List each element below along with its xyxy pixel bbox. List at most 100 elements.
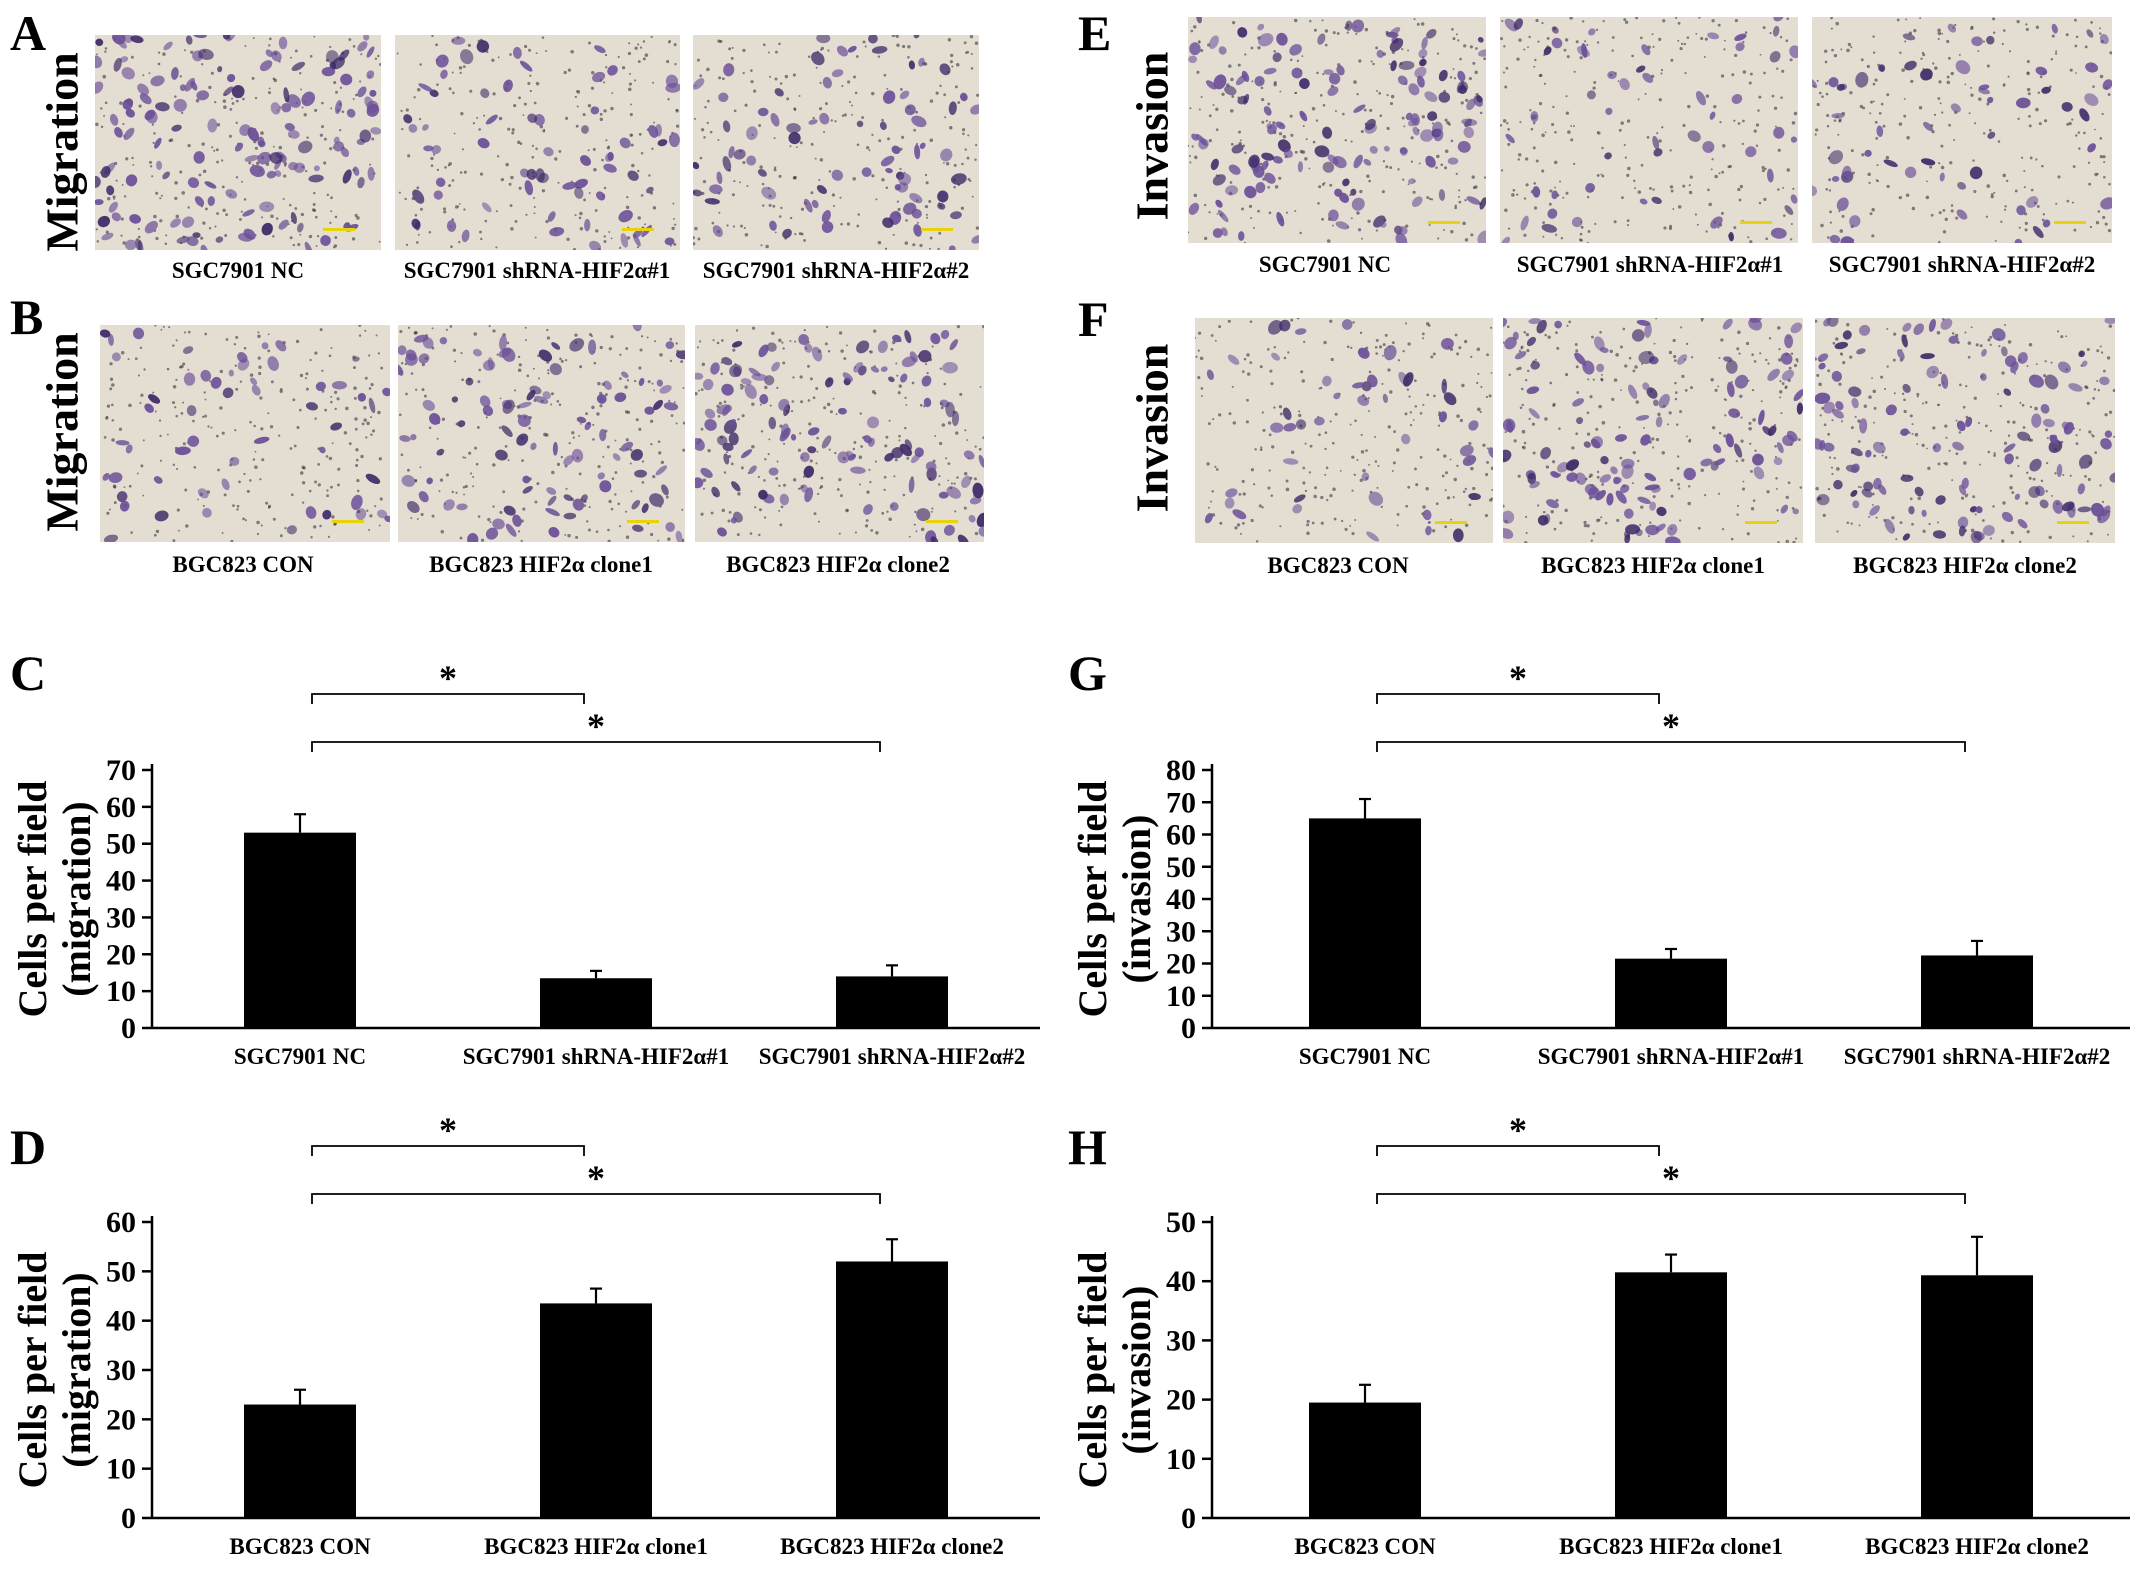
membrane-pore xyxy=(1506,325,1510,329)
significance-bracket xyxy=(311,1193,881,1204)
stained-cell xyxy=(1261,152,1275,161)
membrane-pore xyxy=(1438,411,1441,414)
stained-cell xyxy=(1921,509,1927,517)
membrane-pore xyxy=(1655,318,1658,320)
membrane-pore xyxy=(1324,43,1328,47)
membrane-pore xyxy=(2004,205,2007,208)
membrane-pore xyxy=(354,417,358,421)
membrane-pore xyxy=(1298,413,1302,418)
membrane-pore xyxy=(1426,322,1430,326)
stained-cell xyxy=(757,168,767,177)
membrane-pore xyxy=(583,198,586,202)
bar xyxy=(1921,1275,2033,1518)
stained-cell xyxy=(357,177,365,189)
membrane-pore xyxy=(648,174,651,177)
stained-cell xyxy=(234,142,244,152)
stained-cell xyxy=(904,104,916,116)
membrane-pore xyxy=(2028,476,2032,480)
membrane-pore xyxy=(251,76,255,80)
membrane-pore xyxy=(695,392,698,396)
stained-cell xyxy=(1986,96,1994,104)
membrane-pore xyxy=(1378,345,1383,349)
membrane-pore xyxy=(95,228,98,231)
membrane-pore xyxy=(2026,87,2031,92)
membrane-pore xyxy=(1502,119,1507,123)
membrane-pore xyxy=(333,81,337,85)
stained-cell xyxy=(909,192,923,204)
membrane-pore xyxy=(1714,174,1718,179)
stained-cell xyxy=(723,453,730,465)
membrane-pore xyxy=(1472,486,1476,491)
membrane-pore xyxy=(1285,211,1289,214)
y-tick-label: 20 xyxy=(106,938,136,971)
membrane-pore xyxy=(578,216,582,220)
stained-cell xyxy=(2016,205,2026,216)
y-tick-label: 10 xyxy=(1166,1443,1196,1476)
membrane-pore xyxy=(955,431,959,435)
membrane-pore xyxy=(624,510,628,513)
membrane-pore xyxy=(256,520,260,525)
membrane-pore xyxy=(2099,137,2103,140)
membrane-pore xyxy=(699,156,703,160)
membrane-pore xyxy=(1353,80,1357,84)
membrane-pore xyxy=(1372,62,1375,66)
membrane-pore xyxy=(1939,371,1942,375)
stained-cell xyxy=(1263,67,1277,75)
membrane-pore xyxy=(630,143,634,147)
membrane-pore xyxy=(1723,39,1726,42)
membrane-pore xyxy=(950,53,954,58)
stained-cell xyxy=(563,512,577,520)
stained-cell xyxy=(1872,441,1886,454)
membrane-pore xyxy=(913,128,917,132)
membrane-pore xyxy=(828,170,832,173)
membrane-pore xyxy=(1741,142,1745,146)
membrane-pore xyxy=(585,520,589,523)
stained-cell xyxy=(1188,202,1200,215)
stained-cell xyxy=(1368,491,1384,506)
membrane-pore xyxy=(118,427,123,431)
membrane-pore xyxy=(1688,190,1693,195)
membrane-pore xyxy=(310,536,313,539)
stained-cell xyxy=(281,103,292,113)
membrane-pore xyxy=(1733,119,1736,122)
y-tick-label: 70 xyxy=(106,754,136,787)
stained-cell xyxy=(1411,196,1423,208)
membrane-pore xyxy=(1544,131,1547,134)
membrane-pore xyxy=(1646,135,1650,139)
membrane-pore xyxy=(919,403,923,407)
membrane-pore xyxy=(1584,40,1587,43)
membrane-pore xyxy=(1538,102,1543,106)
stained-cell xyxy=(758,489,768,500)
x-tick-label: BGC823 HIF2α clone2 xyxy=(780,1534,1004,1559)
membrane-pore xyxy=(1384,333,1388,337)
membrane-pore xyxy=(1437,237,1440,240)
membrane-pore xyxy=(1278,132,1283,136)
membrane-pore xyxy=(113,198,115,200)
stained-cell xyxy=(551,342,561,350)
stained-cell xyxy=(183,372,196,386)
membrane-pore xyxy=(243,198,247,201)
membrane-pore xyxy=(567,68,572,72)
membrane-pore xyxy=(1453,77,1457,80)
membrane-pore xyxy=(674,223,677,226)
membrane-pore xyxy=(380,366,384,370)
stained-cell xyxy=(584,218,591,232)
stained-cell xyxy=(1745,146,1757,158)
stained-cell xyxy=(729,364,742,378)
membrane-pore xyxy=(1816,79,1819,82)
membrane-pore xyxy=(1860,58,1864,62)
membrane-pore xyxy=(1326,498,1329,502)
membrane-pore xyxy=(1587,378,1590,381)
membrane-pore xyxy=(1312,140,1316,144)
membrane-pore xyxy=(1973,396,1977,400)
membrane-pore xyxy=(1401,48,1404,51)
membrane-pore xyxy=(1393,430,1396,434)
membrane-pore xyxy=(1771,94,1775,98)
membrane-pore xyxy=(614,439,617,442)
membrane-pore xyxy=(214,225,217,228)
membrane-pore xyxy=(1232,21,1236,25)
stained-cell xyxy=(1363,158,1372,166)
membrane-pore xyxy=(1790,222,1793,225)
stained-cell xyxy=(187,435,200,447)
membrane-pore xyxy=(1412,419,1415,421)
